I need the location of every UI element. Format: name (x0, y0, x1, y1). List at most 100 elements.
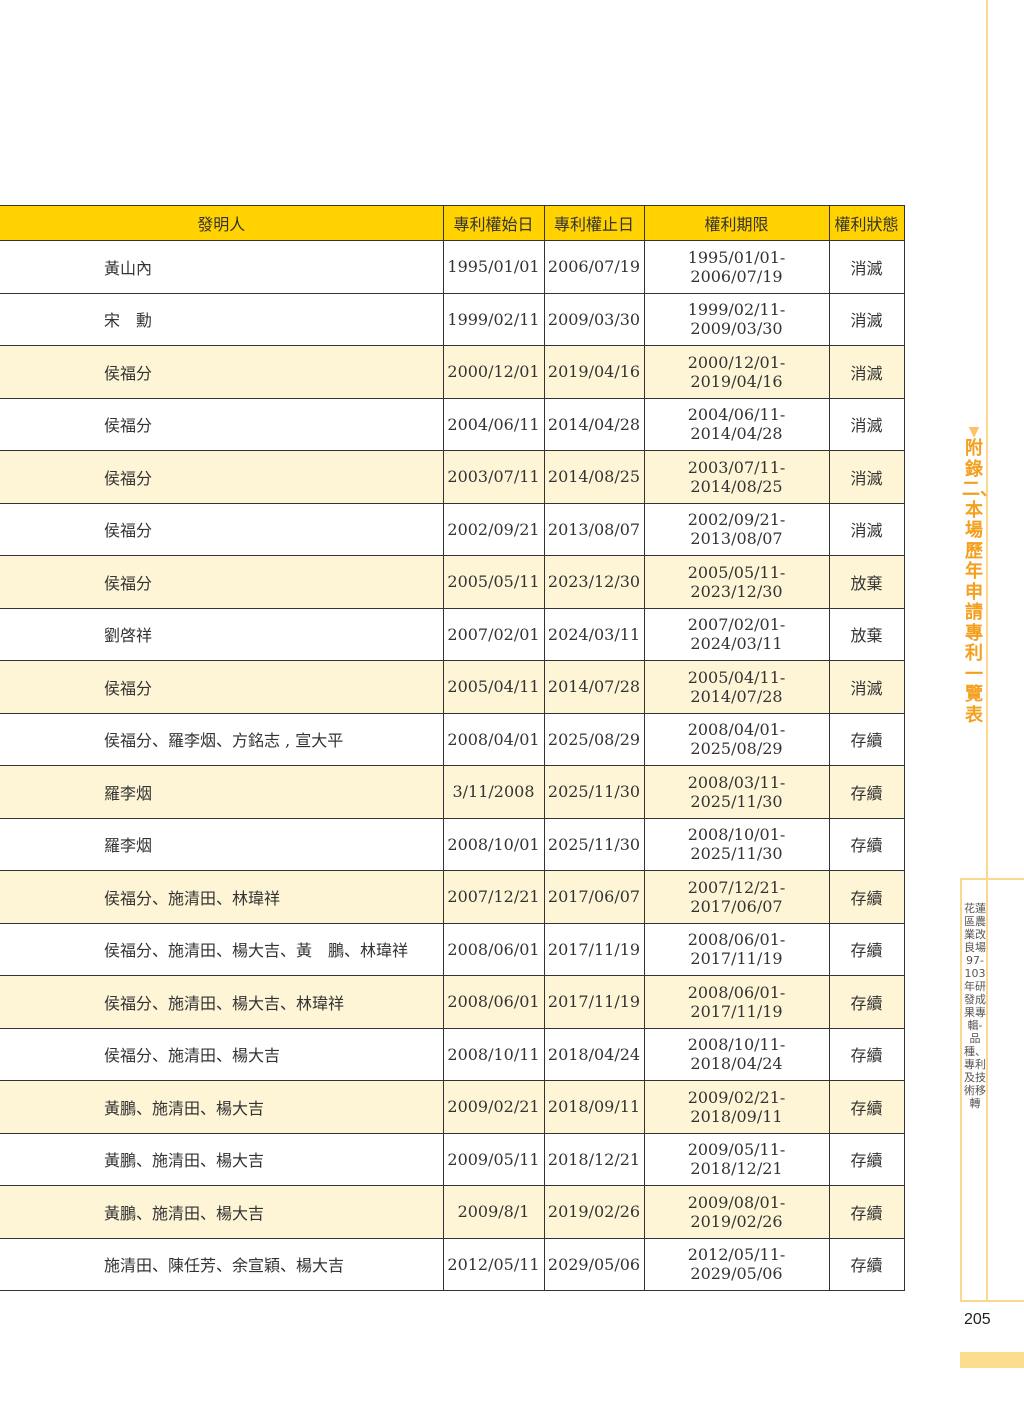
end-date-cell: 2018/09/11 (543, 1080, 645, 1134)
table-row: 侯福分、羅李烟、方銘志 , 宣大平 2008/04/01 2025/08/29 200… (0, 712, 905, 766)
table-row: 黃鵬、施清田、楊大吉 2009/02/21 2018/09/11 2009/02/21… (0, 1080, 905, 1134)
end-date-cell: 2019/02/26 (543, 1185, 645, 1239)
status-cell: 存續 (828, 712, 905, 766)
margin-divider (986, 0, 988, 880)
start-date-cell: 2008/10/01 (442, 817, 545, 871)
term-cell: 2009/08/01-2019/02/26 (643, 1185, 830, 1239)
term-cell: 2003/07/11-2014/08/25 (643, 450, 830, 504)
start-date-cell: 2008/06/01 (442, 975, 545, 1029)
status-cell: 消滅 (828, 450, 905, 504)
inventor-cell: 羅李烟 (0, 817, 444, 871)
term-cell: 2012/05/11-2029/05/06 (643, 1237, 830, 1291)
triangle-down-icon: ▼ (968, 424, 980, 440)
table-row: 侯福分 2002/09/21 2013/08/07 2002/09/21-2013/0… (0, 502, 905, 556)
status-cell: 存續 (828, 922, 905, 976)
start-date-cell: 2002/09/21 (442, 502, 545, 556)
inventor-cell: 侯福分、施清田、楊大吉、林瑋祥 (0, 975, 444, 1029)
start-date-cell: 1999/02/11 (442, 292, 545, 346)
end-date-cell: 2024/03/11 (543, 607, 645, 661)
term-cell: 2008/03/11-2025/11/30 (643, 765, 830, 819)
end-date-cell: 2014/04/28 (543, 397, 645, 451)
inventor-cell: 侯福分 (0, 502, 444, 556)
column-header: 專利權始日 (442, 205, 545, 241)
section-title: ▼ 附錄二、本場歷年申請專利一覽表 (962, 424, 998, 726)
start-date-cell: 2007/02/01 (442, 607, 545, 661)
inventor-cell: 侯福分、施清田、林瑋祥 (0, 870, 444, 924)
start-date-cell: 1995/01/01 (442, 240, 545, 294)
table-row: 施清田、陳任芳、余宣穎、楊大吉 2012/05/11 2029/05/06 2012/… (0, 1237, 905, 1291)
table-row: 黃鵬、施清田、楊大吉 2009/8/1 2019/02/26 2009/08/01-2… (0, 1185, 905, 1239)
end-date-cell: 2029/05/06 (543, 1237, 645, 1291)
start-date-cell: 2008/04/01 (442, 712, 545, 766)
inventor-cell: 黃鵬、施清田、楊大吉 (0, 1185, 444, 1239)
end-date-cell: 2014/07/28 (543, 660, 645, 714)
inventor-cell: 羅李烟 (0, 765, 444, 819)
end-date-cell: 2013/08/07 (543, 502, 645, 556)
start-date-cell: 2009/05/11 (442, 1132, 545, 1186)
start-date-cell: 2009/8/1 (442, 1185, 545, 1239)
status-cell: 存續 (828, 817, 905, 871)
column-header: 權利狀態 (828, 205, 905, 241)
status-cell: 消滅 (828, 240, 905, 294)
end-date-cell: 2025/11/30 (543, 817, 645, 871)
book-title-box (960, 878, 1024, 1302)
table-row: 侯福分 2000/12/01 2019/04/16 2000/12/01-2019/0… (0, 345, 905, 399)
status-cell: 存續 (828, 1237, 905, 1291)
start-date-cell: 3/11/2008 (442, 765, 545, 819)
start-date-cell: 2012/05/11 (442, 1237, 545, 1291)
end-date-cell: 2018/12/21 (543, 1132, 645, 1186)
term-cell: 2009/05/11-2018/12/21 (643, 1132, 830, 1186)
inventor-cell: 侯福分 (0, 345, 444, 399)
section-title-text: 附錄二、本場歷年申請專利一覽表 (962, 438, 998, 726)
table-row: 宋 勳 1999/02/11 2009/03/30 1999/02/11-2009/0… (0, 292, 905, 346)
patent-table: 發明人 專利權始日 專利權止日 權利期限 權利狀態 黃山內 1995/01/01 2006/… (0, 205, 905, 1291)
start-date-cell: 2008/06/01 (442, 922, 545, 976)
table-row: 侯福分、施清田、楊大吉、林瑋祥 2008/06/01 2017/11/19 2008/… (0, 975, 905, 1029)
table-row: 黃鵬、施清田、楊大吉 2009/05/11 2018/12/21 2009/05/11… (0, 1132, 905, 1186)
end-date-cell: 2017/11/19 (543, 922, 645, 976)
page-number: 205 (964, 1311, 991, 1328)
end-date-cell: 2006/07/19 (543, 240, 645, 294)
status-cell: 放棄 (828, 607, 905, 661)
term-cell: 1999/02/11-2009/03/30 (643, 292, 830, 346)
start-date-cell: 2005/05/11 (442, 555, 545, 609)
status-cell: 存續 (828, 1132, 905, 1186)
inventor-cell: 侯福分 (0, 450, 444, 504)
start-date-cell: 2008/10/11 (442, 1027, 545, 1081)
status-cell: 存續 (828, 1080, 905, 1134)
status-cell: 放棄 (828, 555, 905, 609)
term-cell: 2005/04/11-2014/07/28 (643, 660, 830, 714)
status-cell: 消滅 (828, 397, 905, 451)
table-row: 侯福分 2005/05/11 2023/12/30 2005/05/11-2023/1… (0, 555, 905, 609)
inventor-cell: 侯福分、施清田、楊大吉、黃 鵬、林瑋祥 (0, 922, 444, 976)
status-cell: 存續 (828, 1027, 905, 1081)
term-cell: 2007/02/01-2024/03/11 (643, 607, 830, 661)
end-date-cell: 2017/11/19 (543, 975, 645, 1029)
term-cell: 2002/09/21-2013/08/07 (643, 502, 830, 556)
inventor-cell: 施清田、陳任芳、余宣穎、楊大吉 (0, 1237, 444, 1291)
start-date-cell: 2003/07/11 (442, 450, 545, 504)
term-cell: 2007/12/21-2017/06/07 (643, 870, 830, 924)
end-date-cell: 2019/04/16 (543, 345, 645, 399)
inventor-cell: 劉啓祥 (0, 607, 444, 661)
end-date-cell: 2025/08/29 (543, 712, 645, 766)
term-cell: 2008/06/01-2017/11/19 (643, 922, 830, 976)
status-cell: 消滅 (828, 292, 905, 346)
start-date-cell: 2009/02/21 (442, 1080, 545, 1134)
start-date-cell: 2007/12/21 (442, 870, 545, 924)
end-date-cell: 2009/03/30 (543, 292, 645, 346)
end-date-cell: 2014/08/25 (543, 450, 645, 504)
term-cell: 2008/06/01-2017/11/19 (643, 975, 830, 1029)
table-row: 侯福分 2004/06/11 2014/04/28 2004/06/11-2014/0… (0, 397, 905, 451)
inventor-cell: 宋 勳 (0, 292, 444, 346)
status-cell: 消滅 (828, 502, 905, 556)
term-cell: 2008/04/01-2025/08/29 (643, 712, 830, 766)
term-cell: 2008/10/11-2018/04/24 (643, 1027, 830, 1081)
table-row: 劉啓祥 2007/02/01 2024/03/11 2007/02/01-2024/0… (0, 607, 905, 661)
table-row: 侯福分 2005/04/11 2014/07/28 2005/04/11-2014/0… (0, 660, 905, 714)
status-cell: 消滅 (828, 345, 905, 399)
table-row: 侯福分、施清田、楊大吉、黃 鵬、林瑋祥 2008/06/01 2017/11/19 2… (0, 922, 905, 976)
table-row: 侯福分、施清田、楊大吉 2008/10/11 2018/04/24 2008/10/1… (0, 1027, 905, 1081)
term-cell: 1995/01/01-2006/07/19 (643, 240, 830, 294)
status-cell: 消滅 (828, 660, 905, 714)
